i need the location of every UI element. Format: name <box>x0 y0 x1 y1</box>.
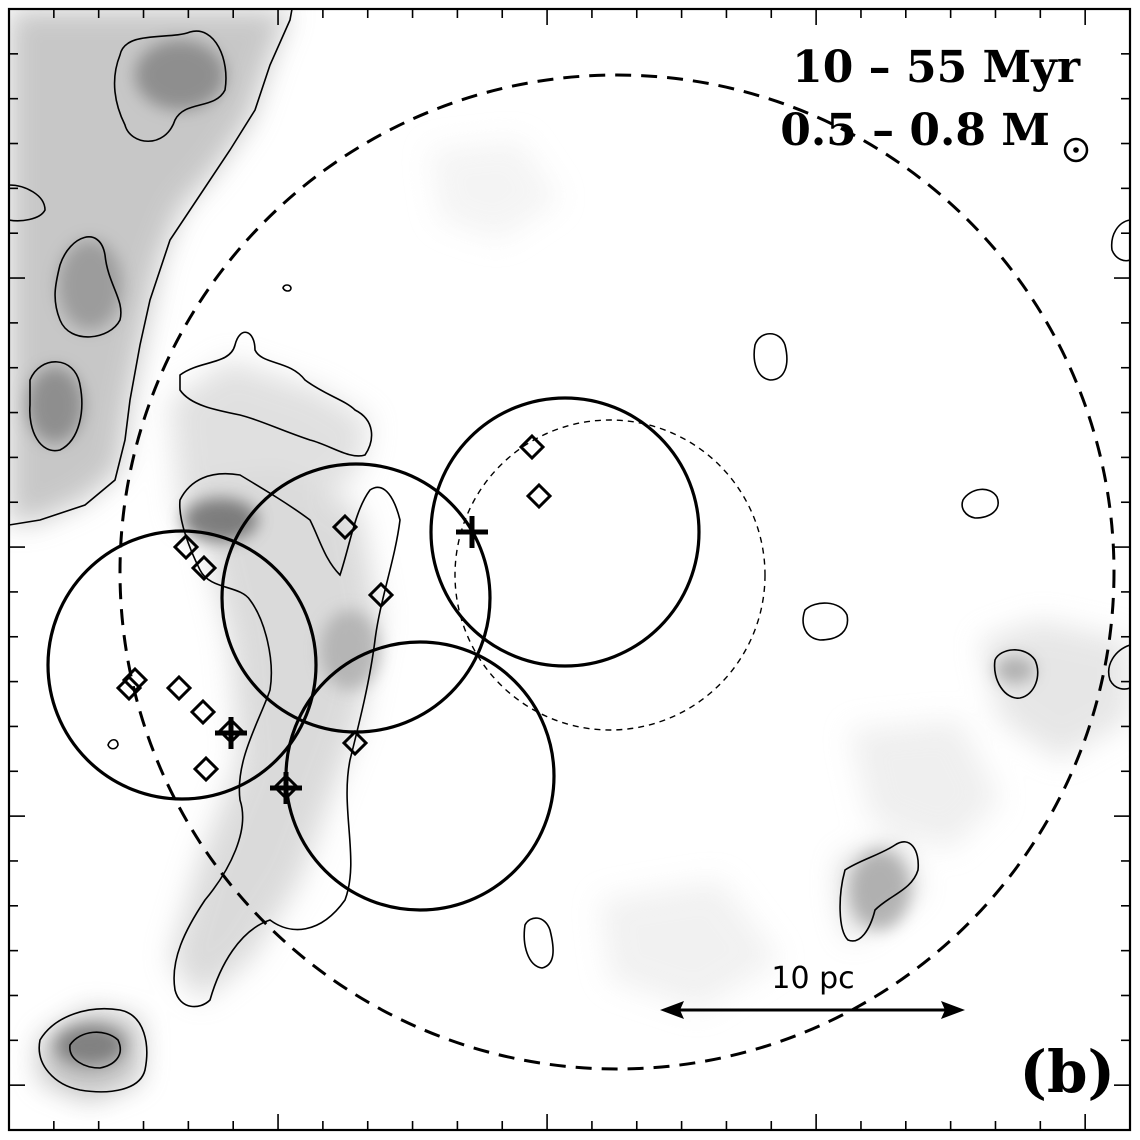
contour-east-4 <box>993 649 1039 699</box>
solid-circles <box>46 396 701 912</box>
plus-marker <box>270 772 302 804</box>
thin-dashed-circle <box>454 419 766 731</box>
panel-label: (b) <box>1020 1038 1115 1106</box>
contour-left-mid <box>29 361 83 452</box>
plot-frame <box>7 7 1132 1132</box>
contour-tiny-left <box>107 738 119 750</box>
solid-circle-west <box>46 529 318 801</box>
density-contours <box>9 9 1130 1093</box>
contour-ridge <box>179 331 373 457</box>
scale-bar-label: 10 pc <box>771 961 854 996</box>
plus-markers <box>215 516 488 804</box>
diamond-marker <box>367 581 395 609</box>
mass-range-label: 0.5 – 0.8 M <box>780 105 1050 156</box>
contour-left-edge <box>9 184 46 222</box>
diamond-marker <box>172 533 200 561</box>
density-map <box>9 9 1130 1130</box>
scale-bar-left-arrowhead <box>660 1001 684 1019</box>
sun-symbol <box>1063 137 1089 163</box>
diamond-marker <box>190 554 218 582</box>
contour-top-left <box>113 30 227 143</box>
contour-central-filament <box>173 473 401 1008</box>
diamond-marker <box>331 513 359 541</box>
plus-marker <box>456 516 488 548</box>
figure-labels: 10 – 55 Myr 0.5 – 0.8 M (b) <box>780 42 1115 1106</box>
contour-east-3 <box>802 602 849 641</box>
contour-southeast <box>839 841 920 942</box>
contour-south-small <box>523 917 554 969</box>
diamond-marker <box>115 674 143 702</box>
contour-small-north <box>282 284 292 292</box>
contour-east-edge-1 <box>1110 219 1130 262</box>
plus-marker <box>215 717 247 749</box>
diamond-marker <box>165 674 193 702</box>
solid-circle-east <box>429 396 701 668</box>
diamond-marker <box>192 755 220 783</box>
contour-east-2 <box>961 488 999 519</box>
contour-bottom-left-inner <box>69 1031 122 1069</box>
diamond-marker <box>341 729 369 757</box>
contour-west-region <box>9 9 293 526</box>
contour-east-edge-2 <box>1108 644 1130 690</box>
diamond-markers <box>115 433 553 801</box>
diamond-marker <box>525 482 553 510</box>
axis-ticks <box>9 9 1130 1130</box>
diamond-marker <box>189 698 217 726</box>
contour-east-1 <box>753 332 788 381</box>
diamond-marker <box>518 433 546 461</box>
contour-bottom-left-outer <box>38 1008 148 1093</box>
scale-bar: 10 pc <box>660 961 965 1019</box>
age-range-label: 10 – 55 Myr <box>792 42 1081 93</box>
contour-left-upper <box>54 236 122 338</box>
large-dashed-circle <box>118 73 1116 1071</box>
scale-bar-right-arrowhead <box>941 1001 965 1019</box>
